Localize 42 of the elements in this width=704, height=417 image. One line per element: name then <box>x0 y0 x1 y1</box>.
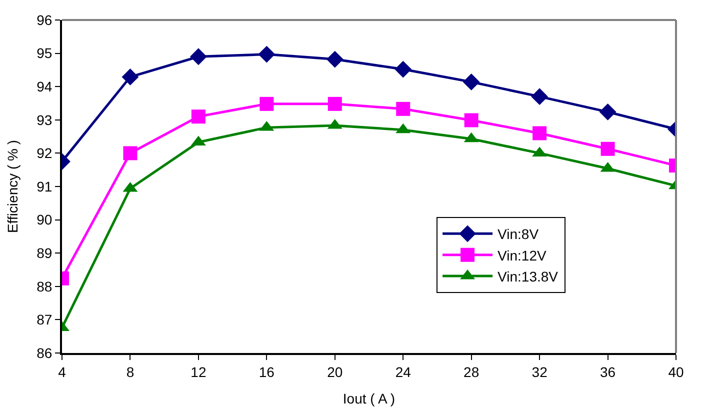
x-tick-label: 32 <box>532 364 548 380</box>
y-tick-label: 96 <box>36 12 52 28</box>
x-tick-label: 40 <box>668 364 684 380</box>
x-tick-label: 4 <box>58 364 66 380</box>
point <box>123 146 138 160</box>
point <box>328 96 342 111</box>
y-tick-label: 86 <box>36 344 52 361</box>
point <box>599 103 616 120</box>
y-tick-label: 93 <box>36 112 52 128</box>
x-tick-label: 16 <box>258 364 275 380</box>
x-tick-label: 24 <box>395 364 412 380</box>
x-tick-label: 36 <box>600 364 616 380</box>
x-axis-title: Iout ( A ) <box>342 390 396 407</box>
point <box>464 113 478 128</box>
point <box>122 68 139 86</box>
point <box>191 110 206 124</box>
y-tick-label: 87 <box>36 312 52 328</box>
x-tick-label: 20 <box>327 364 343 380</box>
x-tick-label: 8 <box>126 364 134 380</box>
point <box>531 88 548 106</box>
point <box>190 48 207 66</box>
y-axis-title: Efficiency ( % ) <box>4 140 21 234</box>
point <box>462 73 480 90</box>
y-tick-label: 92 <box>36 145 52 162</box>
y-tick-label: 88 <box>36 278 52 294</box>
legend-label: Vin:8V <box>498 226 540 242</box>
legend-label: Vin:12V <box>498 247 547 264</box>
point <box>396 102 410 116</box>
y-tick-label: 91 <box>36 178 52 194</box>
point <box>394 60 412 78</box>
point <box>532 126 547 140</box>
point <box>258 46 276 63</box>
x-tick-label: 28 <box>464 364 480 380</box>
y-tick-label: 89 <box>36 245 52 261</box>
point <box>326 50 344 68</box>
y-tick-label: 94 <box>36 78 52 94</box>
y-tick-label: 90 <box>36 212 52 228</box>
x-tick-label: 12 <box>190 364 206 380</box>
point <box>600 142 615 156</box>
y-tick-label: 95 <box>36 45 52 62</box>
point <box>260 96 274 111</box>
legend-label: Vin:13.8V <box>498 268 559 285</box>
